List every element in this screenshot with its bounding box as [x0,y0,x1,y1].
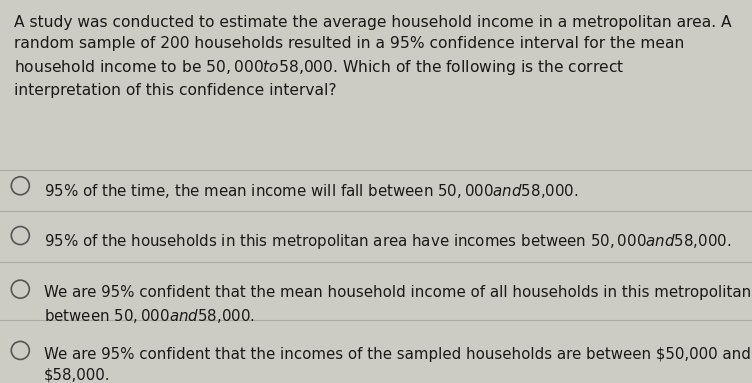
Text: We are 95% confident that the incomes of the sampled households are between $50,: We are 95% confident that the incomes of… [44,347,750,383]
Text: 95% of the households in this metropolitan area have incomes between $50,000 and: 95% of the households in this metropolit… [44,232,731,251]
Text: A study was conducted to estimate the average household income in a metropolitan: A study was conducted to estimate the av… [14,15,731,98]
Text: 95% of the time, the mean income will fall between $50,000 and $58,000.: 95% of the time, the mean income will fa… [44,182,578,200]
Text: We are 95% confident that the mean household income of all households in this me: We are 95% confident that the mean house… [44,285,752,325]
